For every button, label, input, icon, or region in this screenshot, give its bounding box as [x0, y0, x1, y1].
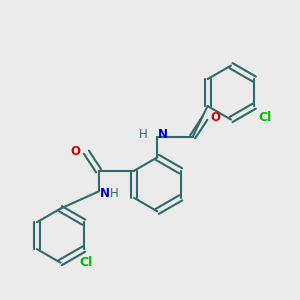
Text: Cl: Cl [80, 256, 93, 269]
Text: H: H [139, 128, 148, 141]
Text: Cl: Cl [258, 111, 271, 124]
Text: O: O [211, 111, 221, 124]
Text: N: N [158, 128, 168, 141]
Text: N: N [100, 187, 110, 200]
Text: H: H [110, 187, 119, 200]
Text: O: O [70, 145, 80, 158]
